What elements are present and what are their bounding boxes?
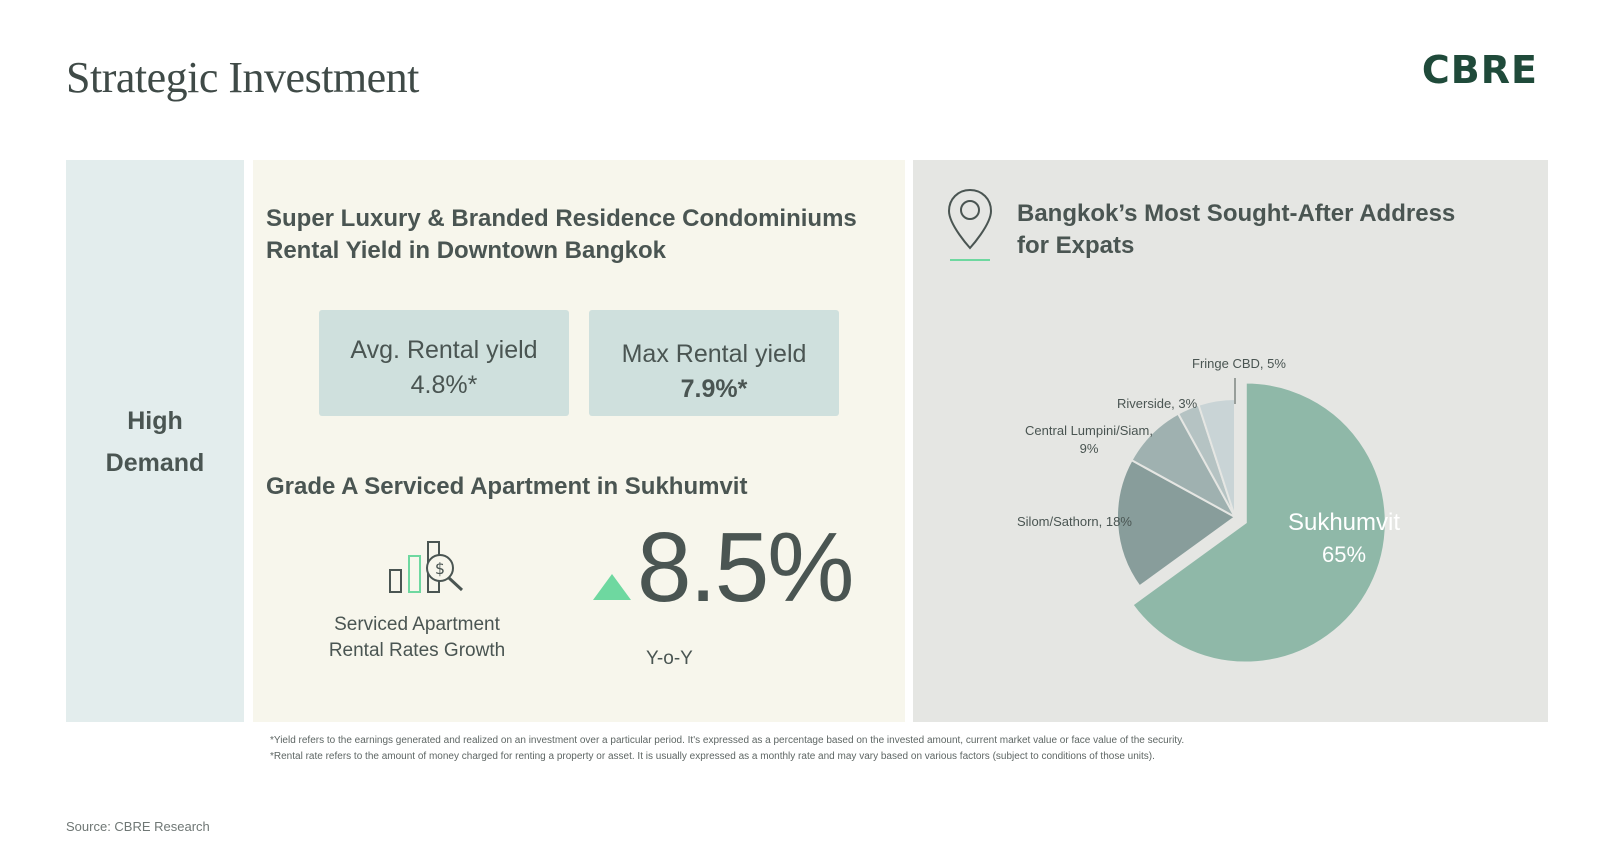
- cbre-logo: CBRE: [1421, 48, 1538, 92]
- label-sukhumvit-name: Sukhumvit: [1288, 509, 1400, 536]
- serviced-apartment-heading: Grade A Serviced Apartment in Sukhumvit: [266, 473, 748, 500]
- svg-text:$: $: [435, 559, 445, 578]
- high-demand-line2: Demand: [105, 449, 205, 477]
- rental-yield-heading: Super Luxury & Branded Residence Condomi…: [266, 203, 896, 267]
- footnote-rental-rate: *Rental rate refers to the amount of mon…: [270, 751, 1155, 762]
- rental-yield-panel: Super Luxury & Branded Residence Condomi…: [253, 160, 905, 722]
- growth-caption: Serviced Apartment Rental Rates Growth: [307, 612, 527, 664]
- growth-caption-line2: Rental Rates Growth: [328, 640, 506, 661]
- max-rental-yield-label: Max Rental yield: [621, 340, 807, 368]
- pie-slice-sukhumvit: [1131, 381, 1387, 664]
- footnotes: *Yield refers to the earnings generated …: [270, 733, 1560, 765]
- rental-yield-heading-line1: Super Luxury & Branded Residence Condomi…: [266, 205, 857, 232]
- location-pin-icon: [947, 188, 993, 261]
- max-rental-yield-card: Max Rental yield 7.9%*: [589, 310, 839, 416]
- rental-yield-heading-line2: Rental Yield in Downtown Bangkok: [266, 237, 667, 264]
- growth-caption-line1: Serviced Apartment: [334, 614, 500, 635]
- page-title: Strategic Investment: [66, 53, 419, 102]
- source-note: Source: CBRE Research: [66, 819, 210, 834]
- expat-location-pie-chart: Sukhumvit 65% Silom/Sathorn, 18% Central…: [1017, 356, 1400, 664]
- expat-address-panel: Bangkok’s Most Sought-After Address for …: [913, 160, 1548, 722]
- up-arrow-icon: [593, 574, 631, 600]
- avg-rental-yield-card: Avg. Rental yield 4.8%*: [319, 310, 569, 416]
- footnote-yield: *Yield refers to the earnings generated …: [270, 735, 1185, 746]
- max-rental-yield-value: 7.9%*: [680, 375, 748, 403]
- expat-address-heading-line1: Bangkok’s Most Sought-After Address: [1017, 200, 1456, 227]
- bar-chart-dollar-search-icon: $: [389, 541, 464, 593]
- label-silom-sathorn: Silom/Sathorn, 18%: [1017, 514, 1132, 529]
- high-demand-panel: High Demand: [66, 160, 244, 722]
- label-sukhumvit-value: 65%: [1322, 542, 1366, 567]
- label-riverside: Riverside, 3%: [1117, 396, 1198, 411]
- label-central-lumpini-line1: Central Lumpini/Siam,: [1025, 423, 1153, 438]
- high-demand-line1: High: [127, 407, 183, 435]
- expat-address-heading: Bangkok’s Most Sought-After Address for …: [1017, 198, 1517, 262]
- expat-address-heading-line2: for Expats: [1017, 232, 1135, 259]
- growth-value: 8.5%: [637, 512, 854, 622]
- avg-rental-yield-value: 4.8%*: [410, 371, 478, 399]
- pie-slice-silom-sathorn: [1116, 458, 1237, 588]
- label-fringe-cbd: Fringe CBD, 5%: [1192, 356, 1286, 371]
- high-demand-label: High Demand: [66, 400, 244, 484]
- label-central-lumpini-line2: 9%: [1080, 441, 1099, 456]
- avg-rental-yield-label: Avg. Rental yield: [350, 336, 538, 364]
- growth-period: Y-o-Y: [646, 648, 693, 669]
